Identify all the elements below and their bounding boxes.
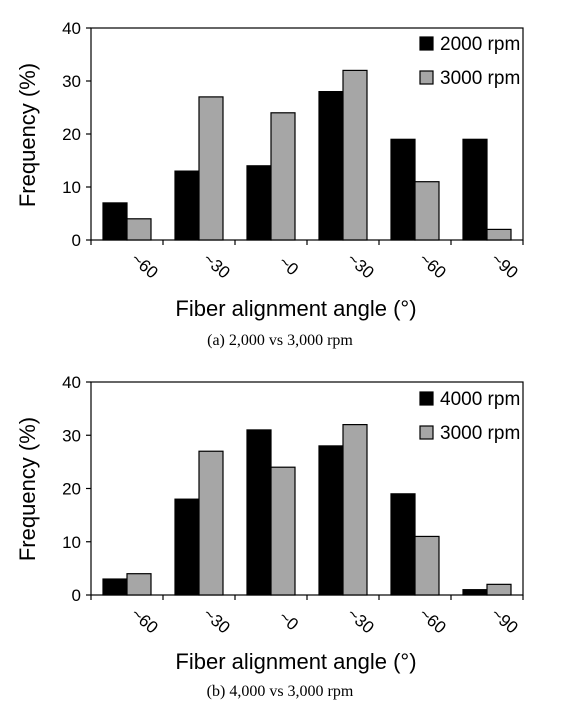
chart-b-bar-series2-5: [486, 583, 512, 596]
chart-b-bar-series2-1: [198, 450, 224, 596]
chart-b-y-axis-title: Frequency (%): [15, 417, 40, 561]
chart-b-bar-series1-4: [390, 493, 416, 596]
chart-a-y-tick-label: 30: [62, 72, 81, 91]
chart-b-x-axis-title: Fiber alignment angle (°): [175, 649, 416, 674]
chart-a-bar-series1-0: [102, 202, 128, 241]
chart-b-bar-series1-2: [246, 429, 272, 596]
chart-a-bar-series1-5: [462, 138, 488, 241]
chart-b-legend-swatch: [419, 391, 434, 406]
chart-a-legend-label: 3000 rpm: [440, 68, 520, 89]
chart-b-y-tick-label: 20: [62, 480, 81, 499]
chart-a-bar-series2-4: [414, 181, 440, 241]
chart-b-bar-series1-5: [462, 589, 488, 596]
chart-a-x-tick-label: ~60: [127, 249, 161, 282]
chart-a-legend-label: 2000 rpm: [440, 34, 520, 55]
chart-a-x-tick-label: ~60: [415, 249, 449, 282]
chart-b-legend-swatch: [419, 425, 434, 440]
chart-b-legend-label: 4000 rpm: [440, 389, 520, 410]
chart-a-y-tick-label: 40: [62, 19, 81, 38]
chart-b: Frequency (%) Fiber alignment angle (°) …: [15, 373, 524, 700]
chart-a-y-axis-title: Frequency (%): [15, 63, 40, 207]
chart-a-bar-series1-4: [390, 138, 416, 241]
chart-a-plot-frame: [90, 27, 524, 241]
chart-b-y-tick-label: 40: [62, 373, 81, 392]
chart-a-bar-series1-3: [318, 90, 344, 241]
chart-b-bar-series2-3: [342, 424, 368, 596]
chart-a-x-tick-label: ~30: [343, 249, 377, 282]
chart-b-bar-series1-3: [318, 445, 344, 596]
chart-b-bar-series1-0: [102, 578, 128, 596]
chart-a-y-tick-label: 0: [72, 231, 81, 250]
chart-a-x-tick-label: ~90: [487, 249, 521, 282]
chart-b-x-tick-label: ~30: [199, 604, 233, 637]
chart-b-y-tick-label: 0: [72, 586, 81, 605]
chart-a-caption: (a) 2,000 vs 3,000 rpm: [207, 332, 353, 349]
chart-a-bar-series2-3: [342, 69, 368, 241]
chart-a-bar-series2-0: [126, 218, 152, 241]
chart-a-y-tick-label: 10: [62, 178, 81, 197]
chart-b-x-tick-label: ~90: [487, 604, 521, 637]
chart-b-y-tick-label: 30: [62, 426, 81, 445]
chart-b-bar-series2-2: [270, 466, 296, 596]
chart-b-bar-series2-0: [126, 573, 152, 596]
chart-a-legend-swatch: [419, 70, 434, 85]
chart-b-legend-label: 3000 rpm: [440, 423, 520, 444]
chart-b-x-tick-label: ~0: [275, 607, 302, 634]
chart-b-bar-series1-1: [174, 498, 200, 596]
chart-a-bar-series1-1: [174, 170, 200, 241]
chart-a-x-tick-label: ~0: [275, 252, 302, 279]
chart-b-plot-frame: [90, 381, 524, 596]
chart-a-bar-series2-1: [198, 96, 224, 241]
chart-b-caption: (b) 4,000 vs 3,000 rpm: [207, 683, 354, 700]
chart-b-x-tick-label: ~30: [343, 604, 377, 637]
chart-a-y-tick-label: 20: [62, 125, 81, 144]
chart-a-x-tick-label: ~30: [199, 249, 233, 282]
chart-a-bar-series2-2: [270, 112, 296, 241]
chart-b-y-tick-label: 10: [62, 533, 81, 552]
chart-a-legend-swatch: [419, 36, 434, 51]
chart-b-x-tick-label: ~60: [415, 604, 449, 637]
chart-b-bar-series2-4: [414, 535, 440, 596]
chart-a-x-axis-title: Fiber alignment angle (°): [175, 296, 416, 321]
chart-a-bar-series2-5: [486, 228, 512, 241]
chart-b-x-tick-label: ~60: [127, 604, 161, 637]
chart-a: Frequency (%) Fiber alignment angle (°) …: [15, 19, 524, 349]
chart-a-bar-series1-2: [246, 165, 272, 241]
